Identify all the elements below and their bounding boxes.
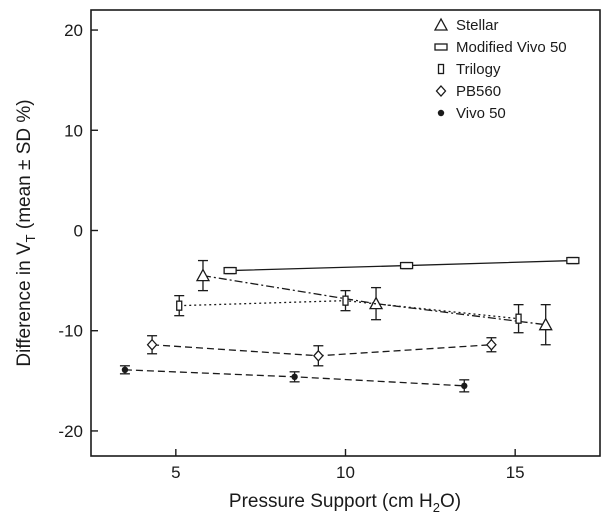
legend-label-modified-vivo-50: Modified Vivo 50 [456,39,567,56]
legend-label-trilogy: Trilogy [456,61,501,78]
y-tick-label: -10 [58,322,83,341]
data-point [399,261,414,270]
legend-marker-vivo-50 [437,109,445,117]
data-point [368,296,384,310]
series-pb560 [146,335,497,367]
legend-label-stellar: Stellar [456,17,499,34]
legend-marker-pb560 [435,85,447,97]
data-point [223,266,237,275]
series-stellar [195,259,553,346]
legend-label-vivo-50: Vivo 50 [456,105,506,122]
data-point [566,256,580,265]
series-vivo-50 [119,365,470,393]
series-modified-vivo-50 [223,256,580,275]
series-trilogy [174,289,524,334]
data-point [312,349,324,362]
data-point [195,268,211,282]
data-point [342,295,349,306]
x-tick-label: 5 [171,463,180,482]
x-axis-title: Pressure Support (cm H2O) [229,491,461,515]
plot-frame [90,9,601,457]
data-point [176,300,183,311]
series-layer [119,256,580,393]
y-tick-label: 20 [64,21,83,40]
x-tick-label: 15 [506,463,525,482]
data-point [538,317,553,331]
series-line [179,300,519,320]
legend-marker-trilogy [437,63,445,75]
legend: Stellar Modified Vivo 50 Trilogy PB560 Vivo … [433,17,567,122]
data-point [486,338,497,351]
y-axis-title: Difference in VT (mean ± SD %) [14,99,38,366]
data-point [461,382,468,390]
y-tick-label: 0 [74,221,83,240]
legend-marker-stellar [433,17,449,31]
y-tick-label: 10 [64,121,83,140]
data-point [515,313,522,324]
axis-ticks: 5 10 15 20 10 0 -10 -20 [58,21,524,482]
legend-label-pb560: PB560 [456,83,501,100]
data-point [146,338,158,351]
x-tick-label: 10 [336,463,355,482]
y-tick-label: -20 [58,422,83,441]
data-point [121,366,129,374]
series-line [202,274,546,326]
data-point [291,373,298,381]
legend-marker-modified-vivo-50 [434,43,448,51]
